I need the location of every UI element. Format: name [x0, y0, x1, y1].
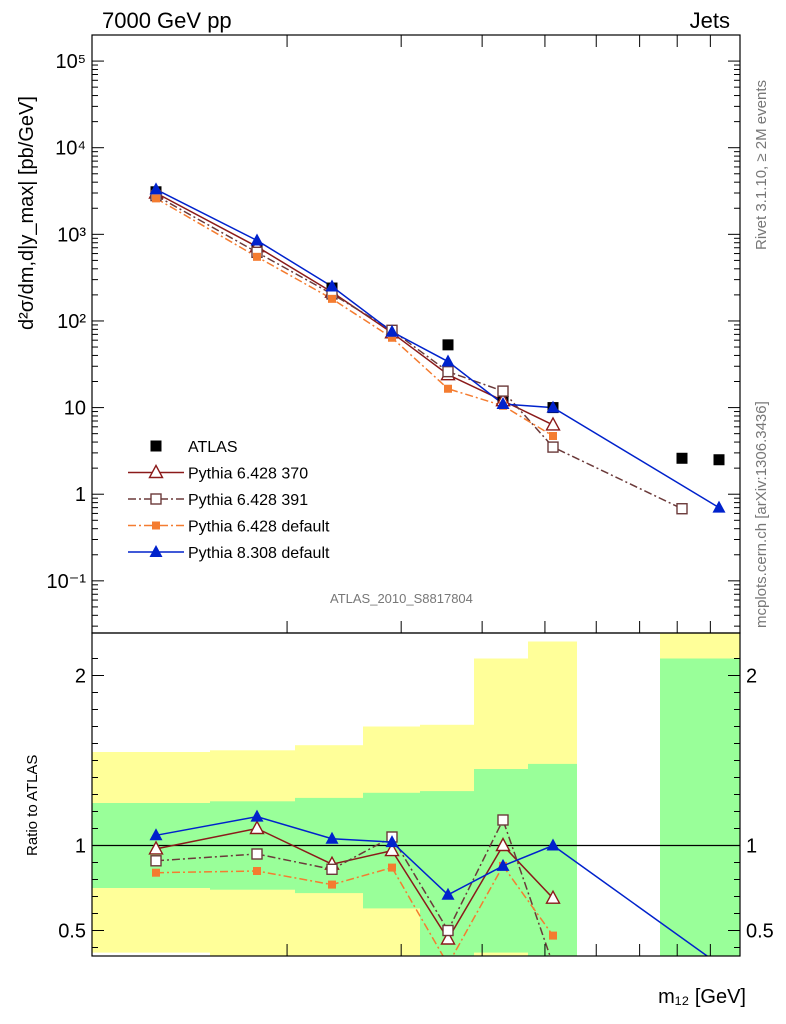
main-point-p391 — [547, 441, 559, 453]
main-point-p6def — [328, 294, 336, 303]
ratio-point-p6def — [388, 863, 396, 872]
main-y-axis-label: d²σ/dm,d|y_max| [pb/GeV] — [16, 96, 38, 330]
x-axis-label: m₁₂ [GeV] — [658, 986, 746, 1008]
ratio-y-tick-label-left: 2 — [75, 666, 86, 688]
legend-label-p6def: Pythia 6.428 default — [188, 519, 330, 536]
mcplots-label: mcplots.cern.ch [arXiv:1306.3436] — [753, 401, 770, 628]
legend-label-p8def: Pythia 8.308 default — [188, 545, 330, 562]
main-point-p8def — [712, 500, 726, 513]
ratio-point-p370 — [545, 889, 561, 904]
main-point-p6def — [253, 252, 261, 261]
ratio-point-p370 — [384, 842, 400, 857]
band-green-6 — [528, 763, 577, 956]
main-point-atlas — [713, 454, 725, 466]
ratio-point-p391 — [548, 960, 558, 970]
main-y-tick-label: 10⁻¹ — [47, 571, 87, 593]
main-point-p6def — [388, 333, 396, 342]
main-point-p6def — [549, 431, 557, 440]
ratio-uncertainty-bands — [92, 633, 740, 956]
legend-marker-p391 — [150, 493, 162, 505]
main-point-p391 — [442, 365, 454, 378]
ratio-point-p391 — [251, 848, 263, 860]
ratio-point-p370 — [148, 840, 164, 855]
ratio-point-p8def — [713, 958, 726, 970]
ratio-point-p391 — [326, 863, 338, 875]
ratio-y-tick-label-left: 1 — [75, 836, 86, 858]
main-point-p8def — [149, 182, 163, 195]
rivet-label: Rivet 3.1.10, ≥ 2M events — [753, 80, 770, 250]
band-green-8 — [660, 658, 740, 956]
ratio-y-tick-label-right: 1 — [746, 836, 757, 858]
ratio-y-axis-label: Ratio to ATLAS — [24, 754, 41, 856]
ratio-point-p8def — [250, 809, 264, 822]
main-point-p8def — [385, 324, 399, 337]
ratio-point-p6def — [152, 868, 160, 877]
analysis-id: ATLAS_2010_S8817804 — [330, 591, 473, 606]
main-point-atlas — [442, 339, 454, 351]
ratio-point-p6def — [253, 867, 261, 875]
ratio-point-p8def — [441, 887, 455, 900]
main-point-p8def — [250, 233, 264, 246]
main-y-tick-label: 10² — [57, 311, 86, 333]
header-left: 7000 GeV pp — [102, 8, 232, 33]
ratio-point-p8def — [385, 835, 399, 848]
main-point-p391 — [497, 385, 509, 397]
main-y-tick-label: 10 — [64, 398, 86, 420]
main-line-p6def — [155, 197, 554, 437]
legend-marker-p6def — [152, 521, 160, 530]
ratio-series-group — [148, 809, 726, 970]
ratio-y-tick-label-right: 0.5 — [746, 921, 774, 943]
main-line-p8def — [155, 188, 720, 509]
legend-marker-atlas — [150, 440, 162, 452]
main-point-p8def — [441, 354, 455, 367]
main-point-atlas — [676, 452, 688, 464]
ratio-point-p6def — [328, 880, 336, 889]
ratio-y-tick-label-left: 0.5 — [58, 921, 86, 943]
main-y-tick-label: 1 — [75, 484, 86, 506]
legend-label-p391: Pythia 6.428 391 — [188, 492, 308, 509]
main-y-tick-label: 10³ — [57, 224, 86, 246]
main-point-p8def — [325, 279, 339, 292]
main-y-tick-label: 10⁴ — [55, 138, 86, 160]
legend-marker-p370 — [148, 464, 164, 479]
main-line-p370 — [155, 192, 554, 426]
ratio-point-p370 — [495, 837, 511, 852]
series-layer — [148, 182, 726, 970]
ratio-point-p6def — [444, 961, 452, 969]
ratio-point-p8def — [546, 838, 560, 851]
main-panel-frame — [91, 34, 741, 634]
ratio-point-p8def — [496, 858, 510, 871]
main-point-p6def — [444, 384, 452, 393]
ratio-point-p6def — [549, 931, 557, 940]
legend: ATLAS Pythia 6.428 370 Pythia 6.428 391 Pyt… — [128, 439, 330, 562]
main-point-p8def — [546, 400, 560, 413]
ratio-point-p391 — [497, 814, 509, 826]
main-y-tick-label: 10⁵ — [55, 51, 86, 73]
ratio-point-p391 — [150, 855, 162, 867]
header-right: Jets — [689, 8, 730, 33]
ratio-point-p370 — [440, 930, 456, 945]
main-point-p6def — [152, 194, 160, 203]
ratio-point-p8def — [149, 828, 163, 841]
ratio-line-p8def — [155, 815, 709, 956]
legend-marker-p8def — [149, 545, 163, 557]
ratio-point-p370 — [249, 820, 265, 835]
main-line-p391 — [155, 194, 683, 510]
main-point-p391 — [676, 503, 688, 515]
ratio-point-p391 — [442, 924, 454, 937]
axis-ticks: 10⁻¹ 1 10 10² 10³ 10⁴ 10⁵ 0.5 0.5 1 1 2 2 — [47, 34, 774, 956]
main-point-p8def — [496, 397, 510, 410]
legend-label-atlas: ATLAS — [188, 439, 238, 456]
ratio-y-tick-label-right: 2 — [746, 666, 757, 688]
ratio-point-p8def — [325, 831, 339, 844]
legend-label-p370: Pythia 6.428 370 — [188, 466, 308, 483]
main-point-p370 — [545, 416, 561, 431]
